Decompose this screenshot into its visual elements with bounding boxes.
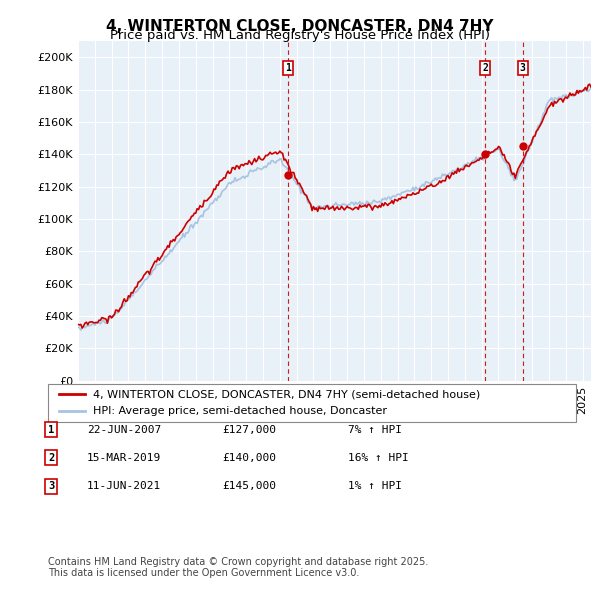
Text: 3: 3 [520,64,526,73]
Text: 16% ↑ HPI: 16% ↑ HPI [348,453,409,463]
Text: 4, WINTERTON CLOSE, DONCASTER, DN4 7HY: 4, WINTERTON CLOSE, DONCASTER, DN4 7HY [106,19,494,34]
Text: 15-MAR-2019: 15-MAR-2019 [87,453,161,463]
Text: 1: 1 [48,425,54,434]
Text: HPI: Average price, semi-detached house, Doncaster: HPI: Average price, semi-detached house,… [93,406,387,416]
Text: £127,000: £127,000 [222,425,276,434]
Text: £140,000: £140,000 [222,453,276,463]
FancyBboxPatch shape [48,384,576,422]
Text: 1: 1 [285,64,290,73]
Text: 2: 2 [48,453,54,463]
Text: £145,000: £145,000 [222,481,276,491]
Text: Price paid vs. HM Land Registry's House Price Index (HPI): Price paid vs. HM Land Registry's House … [110,30,490,42]
Text: 22-JUN-2007: 22-JUN-2007 [87,425,161,434]
Text: 4, WINTERTON CLOSE, DONCASTER, DN4 7HY (semi-detached house): 4, WINTERTON CLOSE, DONCASTER, DN4 7HY (… [93,389,480,399]
Text: 7% ↑ HPI: 7% ↑ HPI [348,425,402,434]
Text: 11-JUN-2021: 11-JUN-2021 [87,481,161,491]
Text: 1% ↑ HPI: 1% ↑ HPI [348,481,402,491]
Text: 2: 2 [482,64,488,73]
Text: 3: 3 [48,481,54,491]
Text: Contains HM Land Registry data © Crown copyright and database right 2025.
This d: Contains HM Land Registry data © Crown c… [48,556,428,578]
